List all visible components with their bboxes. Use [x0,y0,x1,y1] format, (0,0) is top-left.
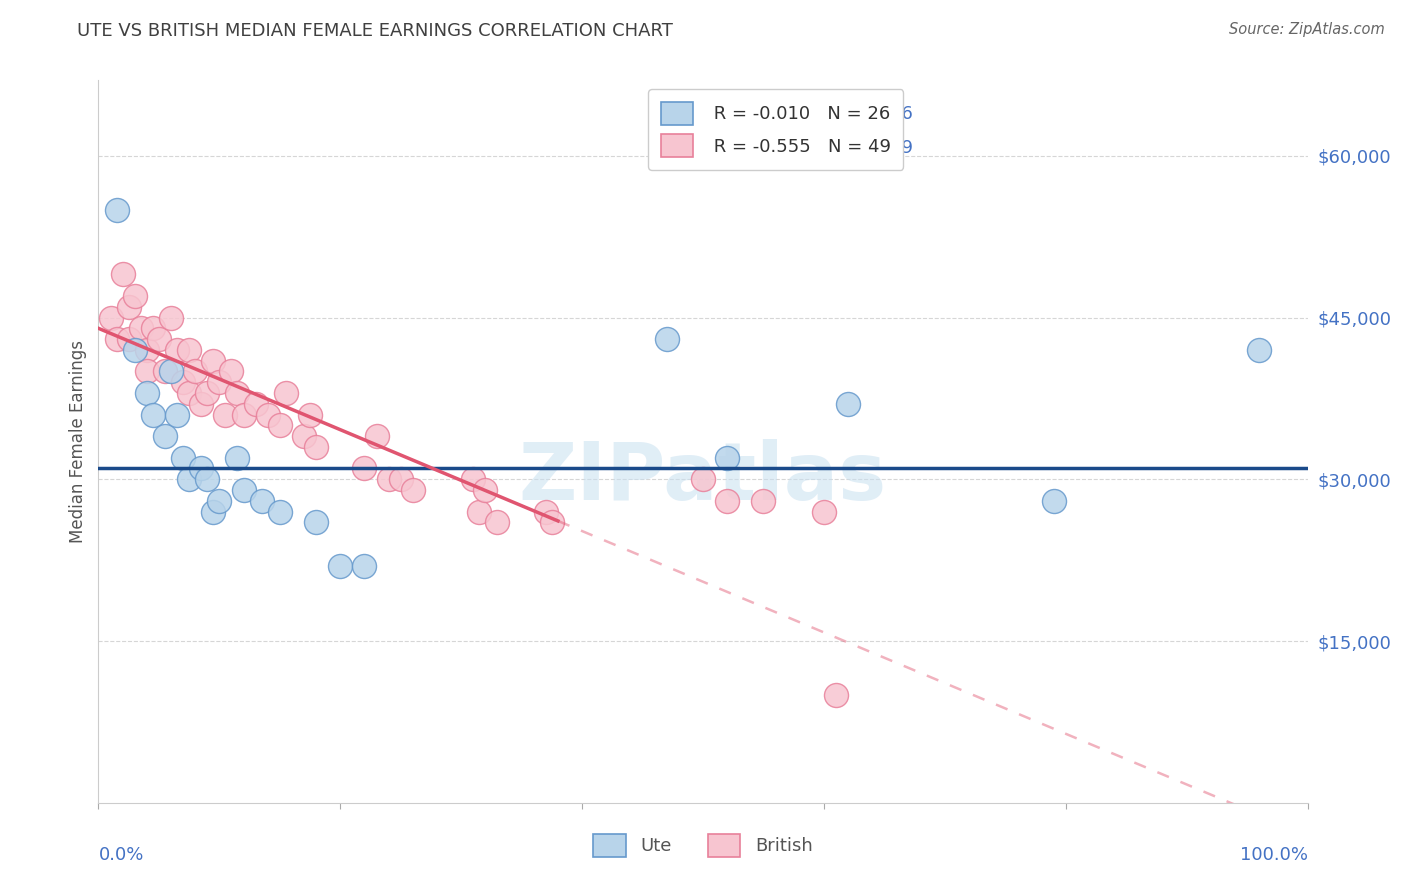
Point [100,310,122,325]
Point [124,289,146,303]
Point [256,408,278,422]
Point [716,450,738,465]
Point [1249,343,1271,357]
Point [250,493,273,508]
Point [160,364,183,378]
Point [208,376,231,390]
Point [329,558,352,573]
Point [655,332,678,346]
Point [118,332,141,346]
Text: -0.010: -0.010 [742,104,799,122]
Point [111,268,134,282]
Point [274,386,297,401]
Point [692,472,714,486]
Point [214,408,236,422]
Point [716,493,738,508]
Text: UTE VS BRITISH MEDIAN FEMALE EARNINGS CORRELATION CHART: UTE VS BRITISH MEDIAN FEMALE EARNINGS CO… [77,22,673,40]
Point [389,472,412,486]
Point [402,483,425,497]
Point [166,343,188,357]
Point [179,343,201,357]
Point [179,472,201,486]
Text: 49: 49 [890,138,914,156]
Point [232,408,254,422]
Point [353,461,375,475]
Point [221,364,243,378]
Point [172,376,194,390]
Point [292,429,315,443]
Point [195,472,218,486]
Point [269,505,291,519]
Text: N =: N = [824,104,882,122]
Point [208,493,231,508]
Point [190,461,212,475]
Text: 100.0%: 100.0% [1240,847,1308,864]
Point [142,321,165,335]
Point [534,505,557,519]
Point [837,397,859,411]
Point [226,386,249,401]
Text: N =: N = [824,138,882,156]
Point [474,483,496,497]
Point [190,397,212,411]
Point [160,310,183,325]
Y-axis label: Median Female Earnings: Median Female Earnings [69,340,87,543]
Point [377,472,399,486]
Point [305,440,328,454]
Point [226,450,249,465]
Point [305,516,328,530]
Point [486,516,509,530]
Point [825,688,848,702]
Point [142,408,165,422]
Point [179,386,201,401]
Point [153,429,176,443]
Text: Source: ZipAtlas.com: Source: ZipAtlas.com [1229,22,1385,37]
Point [135,386,157,401]
Point [105,202,128,217]
Point [1042,493,1064,508]
Point [148,332,170,346]
Point [202,505,225,519]
Point [202,353,225,368]
Point [105,332,128,346]
Text: R =: R = [685,138,724,156]
Point [135,343,157,357]
Point [118,300,141,314]
Point [166,408,188,422]
Point [195,386,218,401]
Text: 0.0%: 0.0% [98,847,143,864]
Text: R =: R = [685,104,724,122]
Text: 26: 26 [890,104,914,122]
Text: ZIPatlas: ZIPatlas [519,439,887,516]
Point [463,472,485,486]
Text: -0.555: -0.555 [742,138,800,156]
Point [269,418,291,433]
Point [540,516,562,530]
Point [353,558,375,573]
Point [129,321,152,335]
Point [172,450,194,465]
Point [184,364,207,378]
Point [468,505,491,519]
Point [299,408,322,422]
Point [813,505,835,519]
Point [153,364,176,378]
Point [232,483,254,497]
Point [245,397,267,411]
Legend: Ute, British: Ute, British [585,825,821,866]
Point [124,343,146,357]
Point [366,429,388,443]
Point [135,364,157,378]
Point [752,493,775,508]
